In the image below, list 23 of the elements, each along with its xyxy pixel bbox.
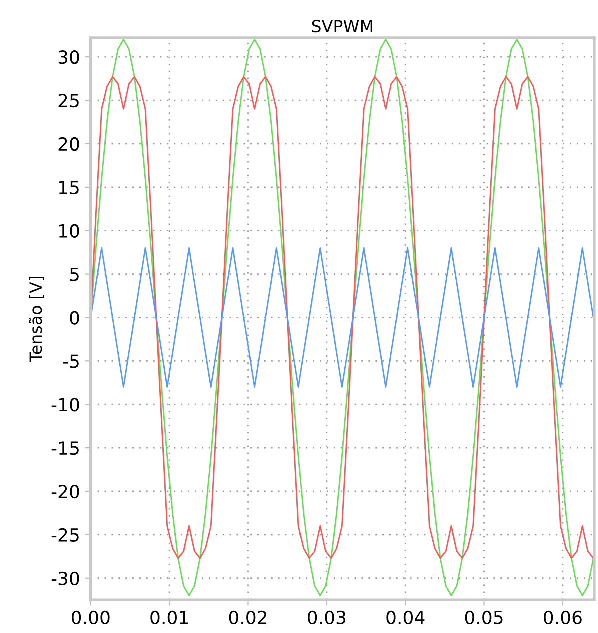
x-tick-label: 0.01 — [150, 610, 188, 624]
y-tick-label: 20 — [58, 137, 80, 152]
y-tick-label: -30 — [52, 572, 80, 586]
x-tick-label: 0.02 — [229, 610, 267, 624]
x-tick-label: 0.00 — [72, 610, 110, 624]
y-tick-label: -25 — [52, 528, 79, 542]
y-tick-label: -20 — [52, 484, 80, 499]
y-tick-label: -10 — [52, 398, 80, 412]
y-axis-title: Tensão [V] — [29, 276, 44, 363]
y-tick-label: 0 — [70, 311, 80, 325]
line-series — [90, 248, 594, 388]
y-tick-label: 15 — [59, 181, 79, 195]
x-tick-label: 0.05 — [465, 610, 503, 624]
x-tick-label: 0.06 — [544, 610, 582, 624]
y-tick-label: 5 — [70, 268, 79, 282]
chart-title: SVPWM — [312, 20, 372, 33]
y-tick-label: 25 — [58, 94, 79, 108]
y-tick-label: -5 — [63, 354, 79, 368]
x-tick-label: 0.03 — [308, 610, 346, 624]
y-tick-label: 10 — [59, 224, 80, 238]
x-tick-label: 0.04 — [386, 610, 425, 624]
y-tick-label: -15 — [52, 442, 79, 456]
y-tick-label: 30 — [58, 50, 80, 64]
